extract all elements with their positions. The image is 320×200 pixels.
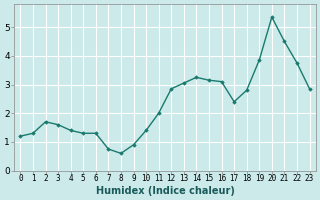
X-axis label: Humidex (Indice chaleur): Humidex (Indice chaleur) [96,186,234,196]
